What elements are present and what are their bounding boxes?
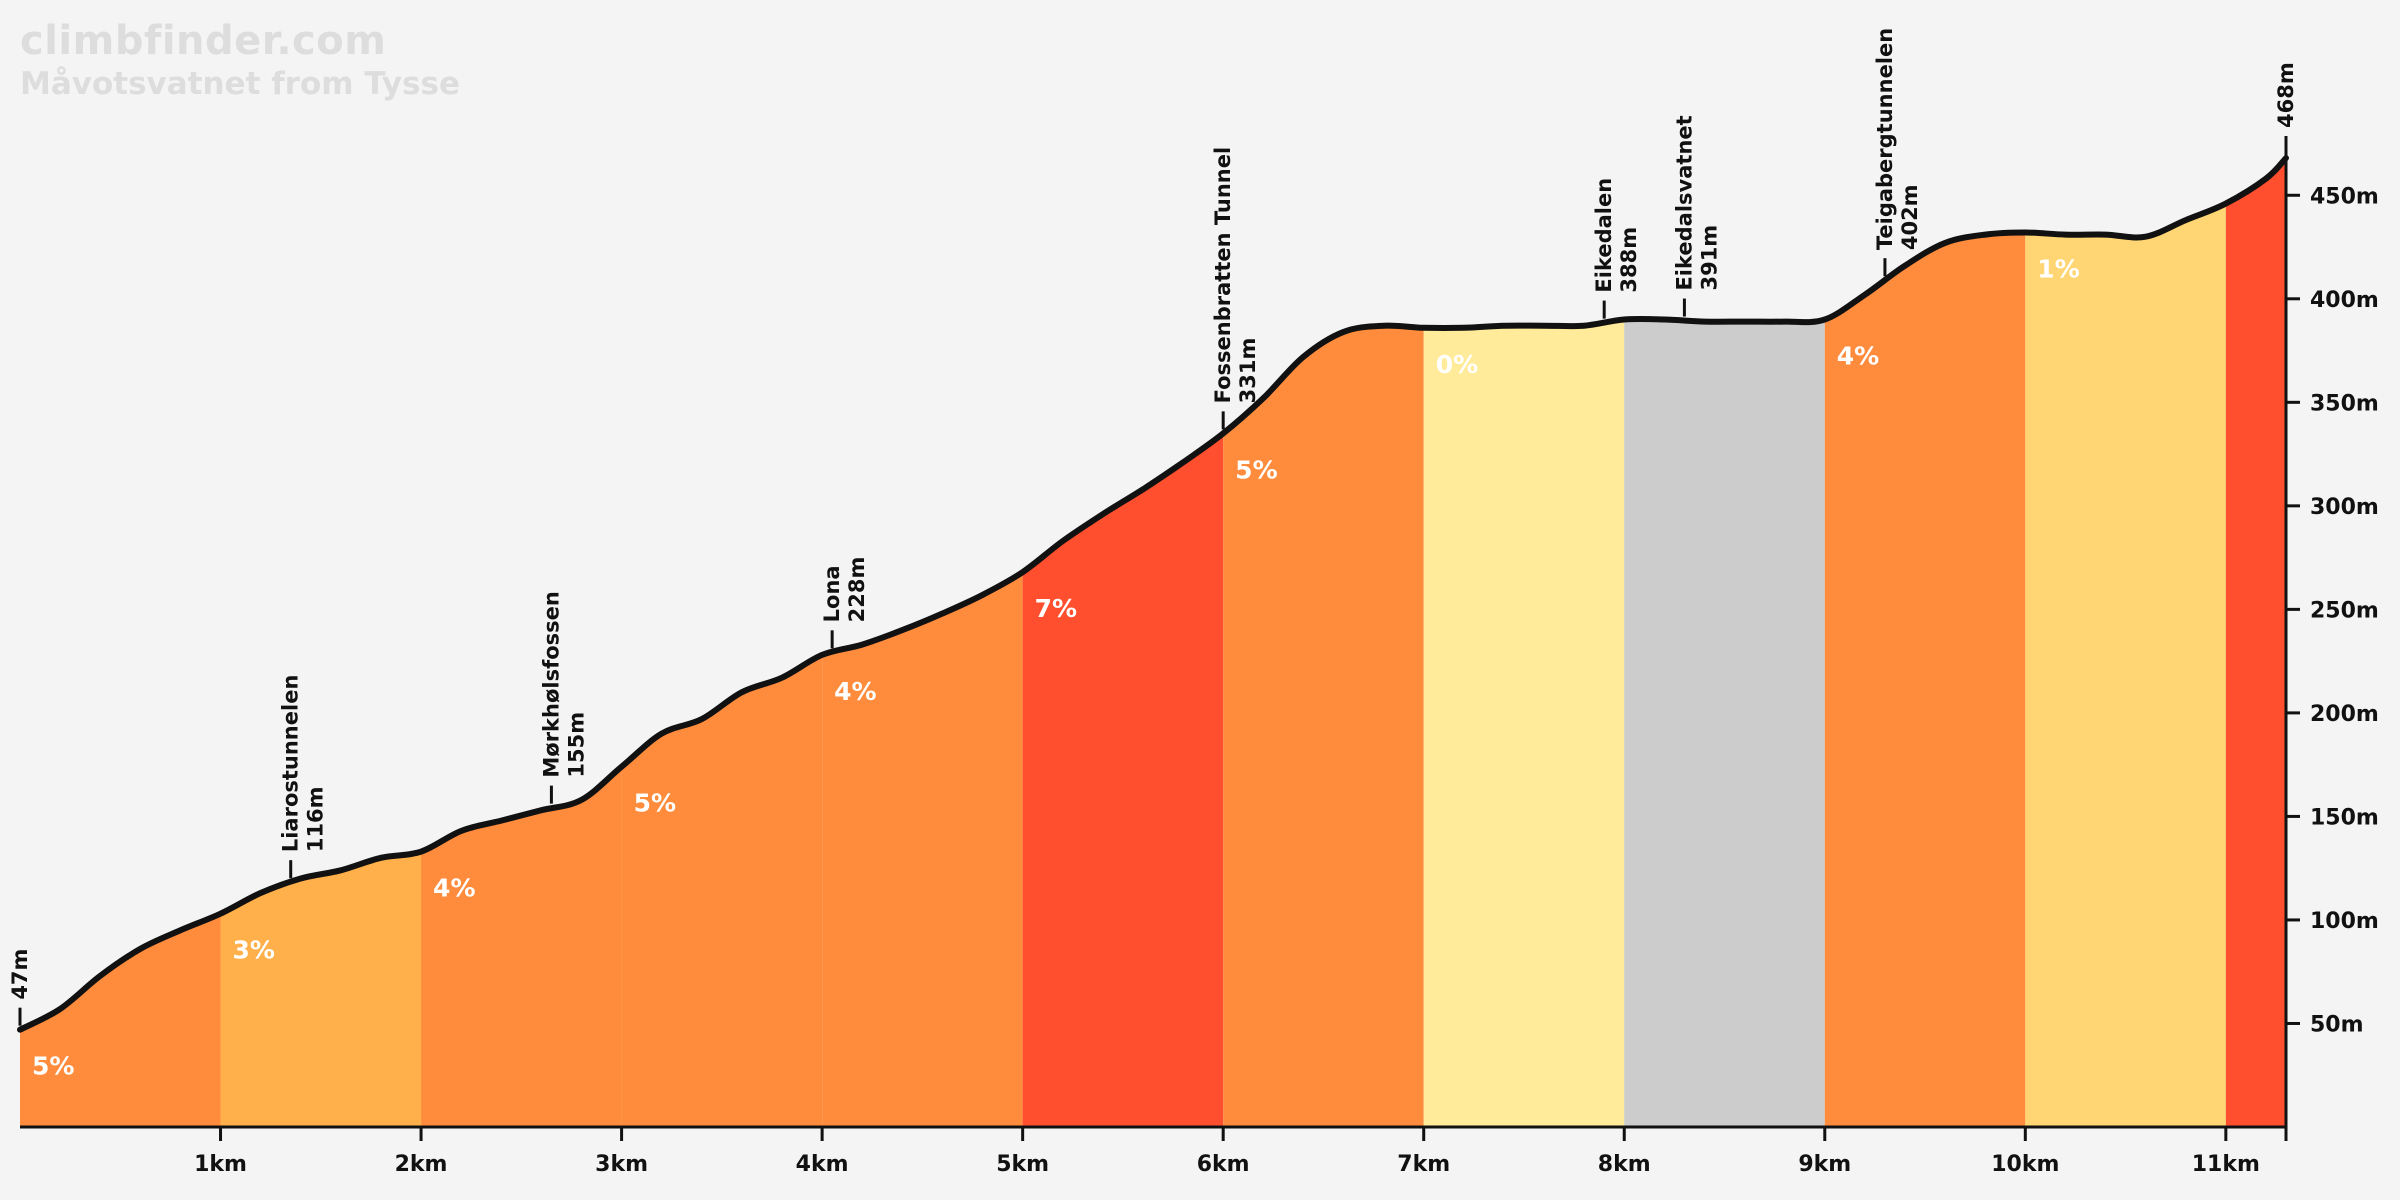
grade-label: 5% bbox=[1235, 455, 1277, 484]
poi-marker: Eikedalsvatnet 391m bbox=[1672, 115, 1721, 317]
poi-marker: 47m bbox=[8, 949, 32, 1026]
grade-labels: 5% 3% 4% 5% 4% 7% 5% 0% 4% 1% bbox=[32, 255, 2080, 1081]
grade-segment bbox=[1824, 158, 2026, 1127]
y-tick-label: 350m bbox=[2310, 391, 2379, 416]
y-tick-label: 150m bbox=[2310, 805, 2379, 830]
poi-name: Lona bbox=[820, 565, 844, 622]
grade-label: 7% bbox=[1035, 594, 1077, 623]
x-tick-label: 3km bbox=[595, 1152, 648, 1177]
poi-elevation: 388m bbox=[1617, 227, 1641, 293]
poi-name: Teigabergtunnelen bbox=[1873, 28, 1897, 250]
poi-name: Eikedalsvatnet bbox=[1672, 115, 1696, 290]
grade-label: 4% bbox=[433, 874, 475, 903]
poi-elevation: 228m bbox=[845, 557, 869, 623]
grade-segment bbox=[421, 158, 622, 1127]
y-tick-label: 400m bbox=[2310, 288, 2379, 313]
y-tick-label: 100m bbox=[2310, 909, 2379, 934]
poi-marker: Mørkhølsfossen 155m bbox=[539, 591, 588, 804]
grade-segment bbox=[1624, 158, 1825, 1127]
x-tick-label: 11km bbox=[2192, 1152, 2260, 1177]
grade-label: 1% bbox=[2037, 255, 2079, 284]
poi-name: Fossenbratten Tunnel bbox=[1211, 147, 1235, 404]
y-tick-label: 450m bbox=[2310, 184, 2379, 209]
elevation-line bbox=[17, 155, 2289, 1033]
grade-segment bbox=[2025, 158, 2226, 1127]
poi-elevation: 47m bbox=[8, 949, 32, 1000]
poi-name: Liarostunnelen bbox=[279, 675, 303, 853]
grade-label: 5% bbox=[32, 1052, 74, 1081]
x-tick-label: 6km bbox=[1197, 1152, 1250, 1177]
x-tick-label: 10km bbox=[1991, 1152, 2059, 1177]
points-of-interest: 47m Liarostunnelen 116m Mørkhølsfossen 155m L… bbox=[8, 28, 2298, 1026]
poi-marker: Lona 228m bbox=[820, 557, 869, 649]
grade-label: 5% bbox=[634, 789, 676, 818]
poi-marker: Eikedalen 388m bbox=[1592, 178, 1641, 319]
poi-elevation: 331m bbox=[1236, 338, 1260, 404]
x-tick-label: 1km bbox=[194, 1152, 247, 1177]
grade-label: 4% bbox=[834, 677, 876, 706]
y-tick-label: 250m bbox=[2310, 598, 2379, 623]
poi-name: Eikedalen bbox=[1592, 178, 1616, 293]
poi-elevation: 155m bbox=[564, 712, 588, 778]
climb-name: Måvotsvatnet from Tysse bbox=[20, 66, 460, 102]
poi-elevation: 116m bbox=[304, 786, 328, 852]
x-tick-label: 5km bbox=[996, 1152, 1049, 1177]
poi-elevation: 468m bbox=[2274, 62, 2298, 128]
x-tick-label: 8km bbox=[1598, 1152, 1651, 1177]
grade-segment bbox=[20, 158, 221, 1127]
x-tick-label: 9km bbox=[1798, 1152, 1851, 1177]
grade-label: 3% bbox=[233, 936, 275, 965]
grade-label: 0% bbox=[1436, 350, 1478, 379]
x-tick-label: 7km bbox=[1397, 1152, 1450, 1177]
y-axis: 50m 100m 150m 200m 250m 300m 350m 400m 450m bbox=[2284, 153, 2379, 1127]
poi-name: Mørkhølsfossen bbox=[539, 591, 563, 777]
grade-label: 4% bbox=[1837, 342, 1879, 371]
x-axis: 1km 2km 3km 4km 5km 6km 7km 8km 9km 10km 11km bbox=[20, 1125, 2288, 1177]
grade-segments bbox=[20, 158, 2286, 1127]
poi-elevation: 402m bbox=[1898, 184, 1922, 250]
poi-marker: Teigabergtunnelen 402m bbox=[1873, 28, 1922, 277]
x-tick-label: 4km bbox=[796, 1152, 849, 1177]
grade-segment bbox=[2225, 158, 2286, 1127]
poi-marker: 468m bbox=[2274, 62, 2298, 154]
grade-segment bbox=[1223, 158, 1424, 1127]
grade-segment bbox=[621, 158, 823, 1127]
poi-marker: Fossenbratten Tunnel 331m bbox=[1211, 147, 1260, 430]
y-tick-label: 300m bbox=[2310, 495, 2379, 520]
site-title: climbfinder.com bbox=[20, 18, 387, 64]
x-tick-label: 2km bbox=[395, 1152, 448, 1177]
poi-marker: Liarostunnelen 116m bbox=[279, 675, 328, 879]
y-tick-label: 50m bbox=[2310, 1012, 2364, 1037]
poi-elevation: 391m bbox=[1697, 225, 1721, 291]
grade-segment bbox=[220, 158, 422, 1127]
y-tick-label: 200m bbox=[2310, 702, 2379, 727]
